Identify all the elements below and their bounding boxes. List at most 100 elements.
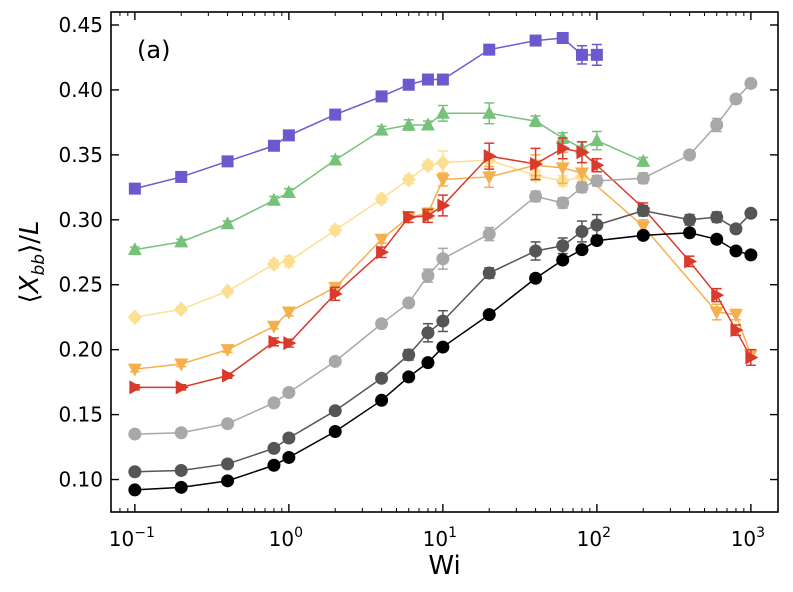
series-2 — [127, 150, 589, 326]
series-4 — [129, 137, 759, 395]
data-point — [128, 182, 141, 195]
data-point — [575, 48, 588, 61]
x-axis-title: Wi — [428, 551, 460, 581]
data-point — [328, 152, 343, 166]
series-line-2 — [134, 159, 583, 318]
data-point — [402, 348, 416, 362]
data-point — [556, 253, 570, 267]
data-point — [403, 210, 417, 225]
data-point — [421, 269, 435, 283]
data-point — [590, 234, 604, 248]
plot-series-group — [127, 31, 759, 497]
data-point — [174, 480, 188, 494]
data-point — [174, 358, 189, 372]
data-point — [436, 314, 450, 328]
series-0 — [128, 31, 603, 195]
data-point — [556, 239, 570, 253]
series-line-7 — [134, 232, 752, 491]
series-line-0 — [134, 37, 597, 190]
data-point — [683, 213, 697, 227]
series-6 — [128, 204, 758, 479]
data-point — [220, 344, 235, 358]
data-point — [436, 252, 450, 266]
plot-layer — [127, 31, 759, 497]
data-point — [482, 227, 496, 241]
data-point — [436, 340, 450, 354]
data-point — [482, 308, 496, 322]
data-point — [684, 254, 698, 269]
axes-layer: 0.10 0.15 0.20 0.25 0.30 0.35 0.40 0.45 10−1 100 1… — [15, 11, 779, 581]
y-tick-label: 0.45 — [58, 13, 103, 37]
data-point — [128, 465, 142, 479]
data-point — [422, 208, 436, 223]
data-point — [575, 180, 589, 194]
data-point — [589, 133, 604, 147]
data-point — [220, 216, 235, 230]
data-point — [744, 76, 758, 90]
data-point — [376, 245, 390, 260]
data-point — [557, 141, 571, 156]
data-point — [267, 441, 281, 455]
data-point — [555, 162, 570, 176]
data-point — [281, 306, 296, 320]
data-point — [174, 463, 188, 477]
data-point — [127, 363, 142, 377]
data-point — [375, 371, 389, 385]
x-tick-label: 103 — [731, 525, 765, 551]
data-point — [483, 149, 497, 164]
data-point — [174, 234, 189, 248]
data-point — [328, 424, 342, 438]
y-tick-label: 0.25 — [58, 273, 103, 297]
data-point — [482, 266, 496, 280]
data-point — [267, 458, 281, 472]
data-point — [374, 122, 389, 136]
data-point — [222, 368, 236, 383]
data-point — [174, 301, 189, 318]
data-point — [711, 288, 725, 303]
x-tick-label: 102 — [577, 525, 611, 551]
data-point — [744, 206, 758, 220]
data-point — [482, 171, 497, 185]
data-point — [221, 155, 234, 168]
data-point — [683, 148, 697, 162]
data-point — [175, 170, 188, 183]
data-point — [710, 232, 724, 246]
data-point — [437, 198, 451, 213]
data-point — [728, 309, 743, 323]
data-point — [730, 323, 744, 338]
data-point — [435, 154, 450, 171]
data-point — [128, 427, 142, 441]
data-point — [328, 404, 342, 418]
data-point — [528, 113, 543, 127]
data-point — [128, 483, 142, 497]
series-5 — [128, 76, 758, 441]
series-line-3 — [134, 164, 752, 370]
data-point — [636, 153, 651, 167]
data-point — [575, 243, 589, 257]
data-point — [127, 309, 142, 326]
data-point — [483, 43, 496, 56]
data-point — [729, 92, 743, 106]
data-point — [283, 336, 297, 351]
data-point — [591, 158, 605, 173]
x-tick-label: 10−1 — [109, 525, 155, 551]
data-point — [709, 306, 724, 320]
data-point — [636, 220, 651, 234]
y-tick-label: 0.30 — [58, 208, 103, 232]
series-7 — [128, 226, 758, 497]
panel-label: (a) — [137, 36, 170, 64]
data-point — [374, 233, 389, 247]
data-point — [266, 255, 281, 272]
data-point — [529, 34, 542, 47]
data-point — [435, 174, 450, 188]
data-point — [575, 224, 589, 238]
data-point — [129, 380, 143, 395]
y-axis-title: ⟨Xbb⟩/L — [15, 221, 49, 304]
y-tick-label: 0.35 — [58, 143, 103, 167]
data-point — [282, 431, 296, 445]
data-point — [282, 129, 295, 142]
data-point — [744, 248, 758, 262]
data-point — [375, 393, 389, 407]
data-point — [281, 253, 296, 270]
